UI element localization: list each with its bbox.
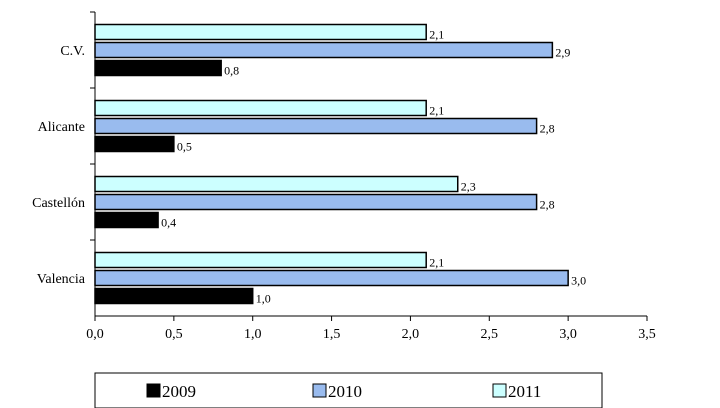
legend: 2009 2010 2011 [94, 372, 603, 408]
bars-group: 2,1 2,9 0,8 2,1 2,8 0,5 2,3 2,8 0,4 2,1 3,0 1,0 [94, 23, 586, 306]
bar-alicante-2009 [94, 135, 175, 153]
bar-castell-n-2009 [94, 211, 159, 229]
data-label: 2,8 [540, 122, 555, 136]
data-label: 0,5 [177, 140, 192, 154]
x-tick-label: 0,5 [165, 327, 183, 342]
bar-c-v-2009 [94, 59, 222, 77]
x-tick-label: 2,0 [402, 327, 420, 342]
data-label: 0,4 [161, 216, 176, 230]
legend-swatch-2010 [312, 383, 327, 398]
data-label: 2,8 [540, 198, 555, 212]
x-tick-label: 3,0 [559, 327, 577, 342]
data-label: 2,1 [429, 28, 444, 42]
data-label: 0,8 [224, 64, 239, 78]
bar-castell-n-2010 [94, 193, 538, 211]
bar-alicante-2011 [94, 99, 427, 117]
bar-c-v-2010 [94, 41, 554, 59]
x-tick-label: 0,0 [86, 327, 104, 342]
data-label: 2,3 [461, 180, 476, 194]
bar-valencia-2010 [94, 269, 569, 287]
legend-swatch-2011 [492, 383, 507, 398]
data-label: 2,9 [555, 46, 570, 60]
x-tick-label: 1,0 [244, 327, 262, 342]
x-tick-label: 2,5 [481, 327, 499, 342]
category-label: Castellón [32, 196, 85, 211]
legend-label-2010: 2010 [328, 382, 362, 401]
bar-valencia-2011 [94, 251, 427, 269]
x-tick-label: 1,5 [323, 327, 341, 342]
legend-label-2009: 2009 [162, 382, 196, 401]
data-label: 3,0 [571, 274, 586, 288]
data-label: 2,1 [429, 104, 444, 118]
axes-group: C.V. Alicante Castellón Valencia 0,0 0,5 1,0 1,… [32, 11, 656, 342]
x-tick-label: 3,5 [638, 327, 656, 342]
data-label: 1,0 [256, 292, 271, 306]
legend-swatch-2009 [146, 383, 161, 398]
bar-valencia-2009 [94, 287, 254, 305]
bar-castell-n-2011 [94, 175, 459, 193]
bar-alicante-2010 [94, 117, 538, 135]
legend-label-2011: 2011 [508, 382, 541, 401]
data-label: 2,1 [429, 256, 444, 270]
legend-box [94, 372, 603, 408]
category-label: C.V. [60, 44, 85, 59]
bar-c-v-2011 [94, 23, 427, 41]
category-label: Alicante [38, 120, 85, 135]
category-label: Valencia [37, 272, 86, 287]
